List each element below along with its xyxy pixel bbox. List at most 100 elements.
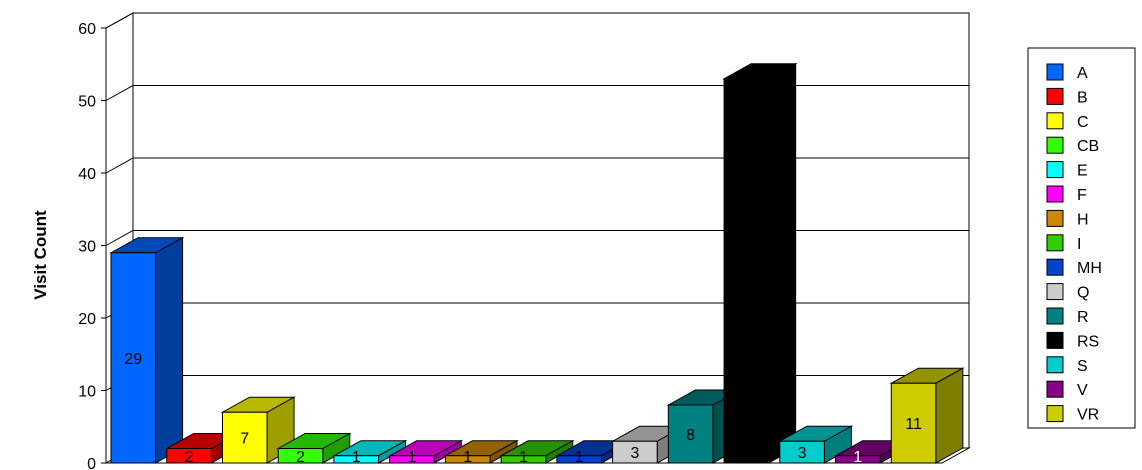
legend-label: H: [1077, 211, 1089, 228]
bar-side: [155, 236, 184, 464]
y-tick-label: 40: [78, 166, 96, 183]
data-label: 2: [296, 449, 305, 466]
data-label: 8: [686, 427, 695, 444]
bar-F: 1: [387, 439, 464, 466]
data-label: 1: [575, 449, 584, 466]
legend-swatch: [1046, 185, 1064, 203]
legend-swatch: [1046, 209, 1064, 227]
legend-label: MH: [1077, 260, 1102, 277]
y-tick-label: 0: [87, 456, 96, 470]
gridline: [105, 12, 969, 29]
bar-front: [333, 455, 380, 464]
legend-item: H: [1046, 209, 1089, 228]
data-label: 1: [853, 449, 862, 466]
bar-side: [768, 62, 797, 464]
y-tick-label: 60: [78, 21, 96, 38]
bar-front: [835, 455, 881, 464]
data-label: 1: [463, 449, 472, 466]
legend-label: E: [1077, 163, 1088, 180]
legend-item: S: [1046, 356, 1088, 375]
data-label: 7: [240, 431, 249, 448]
data-label: 3: [798, 445, 807, 462]
bar-front: [667, 404, 714, 464]
bar-front: [779, 440, 825, 464]
gridline: [105, 85, 969, 101]
legend-label: C: [1077, 114, 1089, 131]
legend-swatch: [1046, 112, 1064, 130]
bar-front: [110, 252, 157, 464]
legend-label: VR: [1077, 407, 1099, 424]
bar-RS: [722, 62, 798, 464]
data-label: 2: [185, 449, 194, 466]
bar-side: [935, 367, 964, 464]
axis-layer: 0 10 20 30 40 50 60: [78, 21, 107, 470]
y-tick-label: 50: [78, 94, 96, 111]
legend-swatch: [1046, 161, 1064, 179]
legend-swatch: [1046, 87, 1064, 105]
bar-VR: 11: [889, 367, 965, 464]
legend-swatch: [1046, 136, 1064, 154]
legend-label: S: [1077, 358, 1088, 375]
legend-swatch: [1046, 405, 1064, 423]
bar-front: [612, 440, 658, 464]
legend-label: F: [1077, 187, 1087, 204]
legend-label: RS: [1077, 333, 1099, 350]
legend-swatch: [1046, 356, 1064, 374]
bar-front: [389, 455, 435, 464]
legend-swatch: [1046, 258, 1064, 276]
bar-front: [556, 455, 602, 464]
data-label: 29: [124, 351, 142, 368]
legend-label: B: [1077, 89, 1088, 106]
bar-front: [500, 455, 547, 464]
legend-swatch: [1046, 283, 1064, 301]
legend-label: CB: [1077, 138, 1099, 155]
data-label: 1: [352, 449, 361, 466]
y-axis-title: Visit Count: [31, 210, 50, 300]
grid-layer: [104, 12, 971, 464]
legend-box: [1027, 47, 1136, 429]
legend-item: CB: [1046, 136, 1099, 155]
legend-item: F: [1046, 185, 1087, 204]
bar-front: [723, 78, 770, 464]
bar-S: 3: [777, 425, 854, 464]
legend-item: E: [1046, 161, 1088, 180]
legend-item: C: [1046, 112, 1089, 131]
legend-label: I: [1077, 236, 1081, 253]
y-tick-label: 30: [78, 239, 96, 256]
gridline: [105, 157, 969, 174]
gridline: [105, 230, 969, 246]
y-tick-label: 10: [78, 384, 96, 401]
legend-swatch: [1046, 234, 1064, 252]
legend-item: VR: [1046, 405, 1099, 424]
legend-item: I: [1046, 234, 1081, 253]
legend-item: R: [1046, 307, 1089, 326]
legend-item: MH: [1046, 258, 1102, 277]
data-label: 3: [630, 445, 639, 462]
bar-front: [166, 448, 212, 464]
legend-label: Q: [1077, 285, 1089, 302]
legend-swatch: [1046, 380, 1064, 398]
bar-CB: 2: [276, 432, 352, 466]
bar-front: [444, 455, 491, 464]
bar-front: [277, 448, 324, 464]
data-label: 1: [519, 449, 528, 466]
bar-front: [890, 382, 937, 464]
legend-swatch: [1046, 63, 1064, 81]
y-tick-label: 20: [78, 311, 96, 328]
legend-item: A: [1046, 63, 1088, 82]
legend-label: V: [1077, 382, 1088, 399]
bar-A: 29: [109, 236, 185, 464]
legend-label: R: [1077, 309, 1089, 326]
bar-front: [221, 411, 268, 464]
legend-label: A: [1077, 65, 1088, 82]
legend-swatch: [1046, 307, 1064, 325]
bar-I: 1: [499, 439, 575, 466]
legend-item: B: [1046, 87, 1088, 106]
bar-E: 1: [332, 439, 408, 466]
legend-item: Q: [1046, 283, 1089, 302]
data-label: 11: [905, 416, 922, 433]
